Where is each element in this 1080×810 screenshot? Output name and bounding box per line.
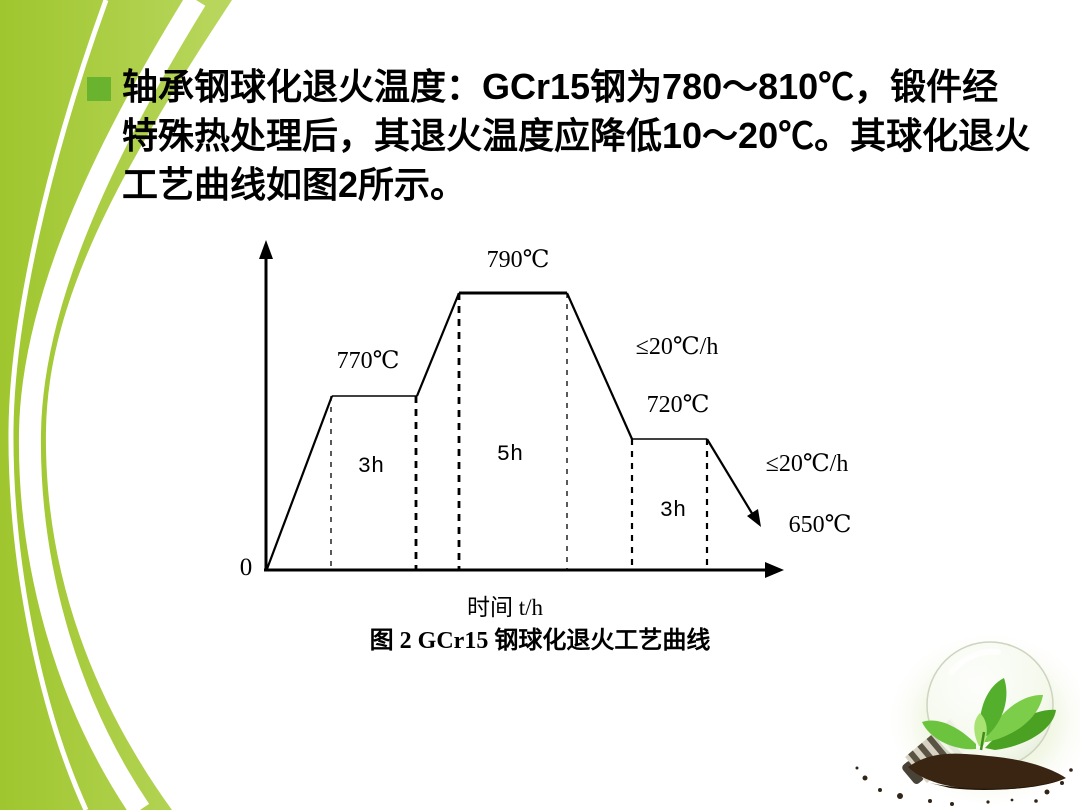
figure-caption: 图 2 GCr15 钢球化退火工艺曲线: [370, 626, 711, 654]
hold-720-duration-label: 3h: [660, 498, 686, 523]
soil-specks: [855, 766, 1073, 806]
temp-720-label: 720℃: [647, 392, 710, 418]
headline-line-3: 工艺曲线如图2所示。: [122, 164, 467, 205]
hold-770-duration-label: 3h: [358, 454, 384, 479]
bullet-square-marker: [87, 77, 111, 101]
cooling-ramp-2: [706, 438, 754, 516]
cooling-rate-1-label: ≤20℃/h: [636, 334, 719, 360]
white-thin-curve: [8, 0, 109, 810]
annealing-process-diagram: 0 770℃ 790℃ 720℃ 650℃ 3h 5h 3h ≤20℃/h ≤2…: [240, 240, 852, 654]
cooling-rate-2-label: ≤20℃/h: [766, 451, 849, 477]
headline-line-2: 特殊热处理后，其退火温度应降低10～20℃。其球化退火: [122, 115, 1031, 156]
y-axis-arrowhead-icon: [259, 240, 273, 259]
heating-ramp-1: [265, 395, 334, 570]
soil-mound: [908, 753, 1066, 790]
temp-650-label: 650℃: [789, 512, 852, 538]
cooling-arrowhead-icon: [747, 509, 761, 527]
temp-790-label: 790℃: [487, 247, 550, 273]
lightbulb-plant-graphic: [855, 628, 1080, 810]
bulb-glass: [926, 641, 1054, 769]
heating-ramp-2: [415, 292, 461, 397]
x-axis-arrowhead-icon: [765, 562, 784, 578]
bulb-glass-highlight: [949, 648, 1001, 675]
cooling-ramp-1: [565, 292, 634, 440]
plant-leaves: [922, 678, 1056, 751]
glow-halo: [882, 628, 1080, 810]
x-axis-label: 时间 t/h: [467, 595, 544, 620]
headline-text: 轴承钢球化退火温度：GCr15钢为780～810℃，锻件经 特殊热处理后，其退火…: [122, 62, 1052, 209]
bulb-screw-base: [902, 718, 973, 784]
headline-line-1: 轴承钢球化退火温度：GCr15钢为780～810℃，锻件经: [122, 66, 999, 107]
soil-shadow: [930, 778, 1066, 790]
hold-790-duration-label: 5h: [497, 442, 523, 467]
origin-label: 0: [240, 554, 253, 581]
temp-770-label: 770℃: [337, 348, 400, 374]
